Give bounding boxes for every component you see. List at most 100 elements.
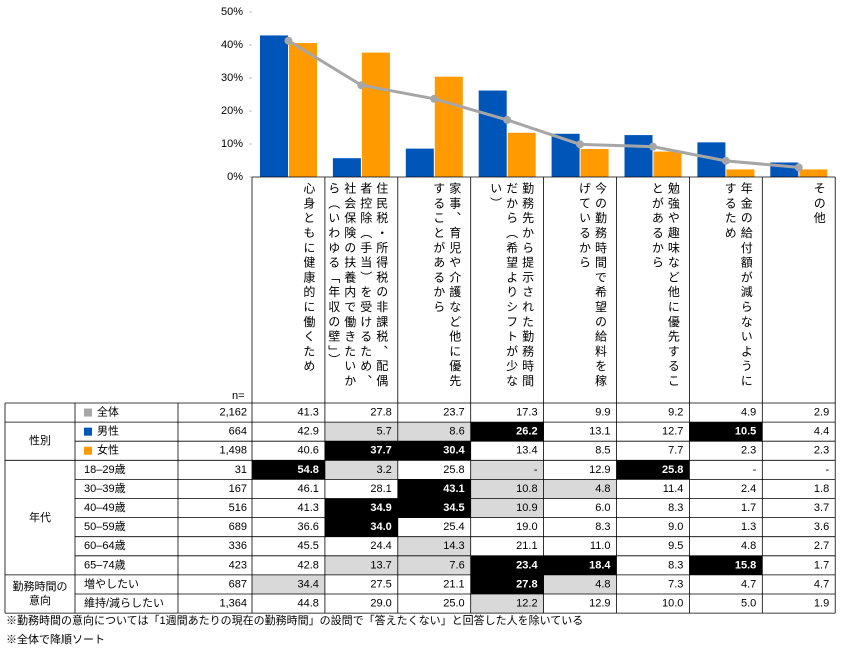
cell-value: 4.7 [814,578,829,590]
cell-value: 8.5 [595,445,610,457]
row-label: 50–59歳 [84,520,126,533]
cell-shade [543,555,617,575]
cell-shade [470,422,544,442]
cell-value: 23.7 [443,406,464,418]
bar [507,132,536,177]
cell-shade [252,574,325,594]
cell-value: 9.5 [668,540,683,552]
cell-value: 34.9 [370,502,391,514]
cell-shade [324,555,398,575]
cell-shade [543,479,617,499]
cell-value: 10.9 [516,502,537,514]
cell-value: 27.8 [516,578,537,590]
cell-value: 8.3 [668,559,683,571]
cell-value: 13.4 [516,445,537,457]
marker [357,81,366,90]
cell-value: 27.8 [370,406,391,418]
row-label: 男性 [97,424,119,438]
cell-value: 19.0 [516,521,537,533]
n-value: 1,498 [219,445,247,457]
row-label: 維持/減らしたい [84,595,164,609]
cell-value: 12.2 [516,597,537,609]
cell-value: 26.2 [516,426,537,438]
marker [576,140,585,149]
cell-value: 25.0 [443,597,464,609]
cell-value: 12.7 [662,426,683,438]
line [287,39,799,169]
cell-value: 11.4 [663,483,684,495]
category-label: 年金の給付額が減らないようにするため [723,182,754,390]
cell-shade [324,441,398,461]
cell-value: 9.9 [595,406,610,418]
cell-value: 5.0 [741,597,756,609]
bar [478,90,507,177]
y-tick-label: 10% [221,138,243,150]
cell-value: 13.1 [589,426,610,438]
cell-value: 21.1 [516,540,537,552]
cell-shade [397,422,471,442]
legend-swatch [84,408,92,417]
cell-shade [324,498,398,518]
n-label: n= [232,390,245,402]
row-label: 30–39歳 [84,482,126,495]
cell-value: 13.7 [370,559,391,571]
cell-value: 5.7 [377,426,392,438]
cell-value: 30.4 [443,445,465,457]
cell-value: 43.1 [443,483,464,495]
y-tick-label: 40% [221,39,243,51]
marker [648,142,657,151]
row-label: 65–74歳 [84,558,126,571]
cell-value: 7.6 [449,559,464,571]
category-label: 勉強や趣味など他に優先することがあるから [650,182,681,390]
bar [580,148,609,177]
cell-value: 12.9 [589,597,610,609]
cell-value: 34.0 [370,521,391,533]
marker [430,94,439,103]
n-value: 423 [229,559,247,571]
y-tick-label: 50% [221,6,243,18]
cell-value: 4.4 [814,426,829,438]
cell-value: 28.1 [370,483,391,495]
cell-value: 25.4 [443,521,464,533]
cell-value: 40.6 [297,445,318,457]
cell-value: 23.4 [516,559,538,571]
category-label: 家事、育児や介護など他に優先することがあるから [431,182,462,390]
cell-value: 14.3 [443,540,464,552]
y-tick-label: 0% [227,171,243,183]
cell-shade [470,555,544,575]
cell-value: 25.8 [443,464,464,476]
category-label: 勤務先から提示された勤務時間だから（希望よりシフトが少ない） [488,182,535,390]
group-label: 性別 [29,435,51,448]
n-value: 689 [229,521,247,533]
cell-value: 1.8 [814,483,829,495]
marker [503,115,512,124]
row-label: 40–49歳 [84,501,126,514]
cell-shade [324,460,398,480]
cell-value: 9.0 [668,521,683,533]
cell-value: 42.9 [297,426,318,438]
cell-value: - [826,464,830,476]
cell-value: 37.7 [370,445,391,457]
cell-value: 24.4 [370,540,391,552]
cell-shade [324,422,398,442]
bar [799,169,828,177]
cell-value: 11.0 [590,540,611,552]
cell-shade [470,574,544,594]
row-label: 全体 [97,404,119,418]
bar [434,76,463,177]
row-label: 増やしたい [84,577,139,590]
n-value: 1,364 [219,597,247,609]
row-label: 60–64歳 [84,539,126,552]
cell-value: 3.7 [814,502,829,514]
n-value: 516 [229,502,247,514]
cell-value: 3.6 [814,521,829,533]
bar [332,158,361,177]
bar [624,135,653,177]
bar [361,52,390,178]
cell-value: 41.3 [297,502,318,514]
cell-shade [543,574,617,594]
cell-value: 12.9 [589,464,610,476]
cell-shade [324,517,398,537]
bar [289,43,317,177]
